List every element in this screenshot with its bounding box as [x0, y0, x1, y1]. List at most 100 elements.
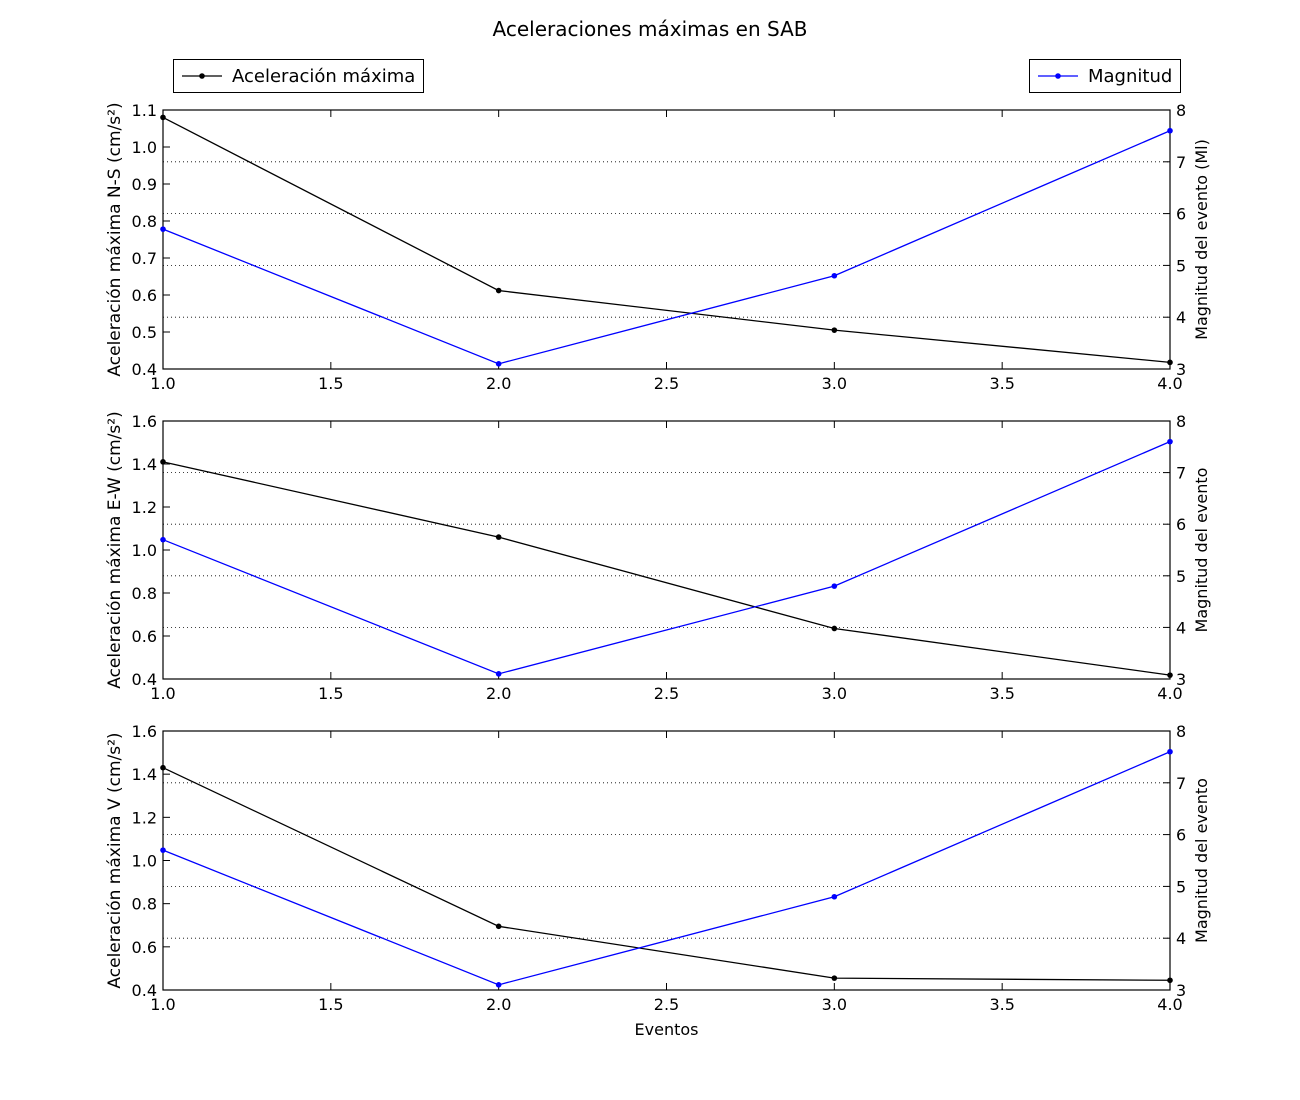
y2-tick-label-p3-3: 6: [1176, 826, 1186, 845]
y-tick-label-p3-0: 0.4: [132, 981, 157, 1000]
data-point-acceleration-p3-1: [495, 923, 502, 930]
y2-axis-label-p2: Magnitud del evento: [1192, 468, 1211, 633]
y2-tick-label-p1-5: 8: [1176, 101, 1186, 120]
y2-tick-label-p2-5: 8: [1176, 412, 1186, 431]
data-point-magnitude-p1-1: [495, 361, 502, 367]
x-tick-label-p1-1: 1.5: [318, 374, 343, 393]
y-tick-label-p3-6: 1.6: [132, 722, 157, 741]
legend-acceleration-label: Aceleración máxima: [232, 65, 416, 87]
data-point-magnitude-p3-3: [1167, 748, 1173, 755]
y-tick-label-p1-3: 0.7: [132, 249, 157, 268]
y-tick-label-p3-5: 1.4: [132, 765, 157, 784]
y-tick-label-p1-6: 1.0: [132, 138, 157, 157]
y2-tick-label-p3-5: 8: [1176, 722, 1186, 741]
x-tick-label-p2-1: 1.5: [318, 684, 343, 703]
y2-tick-label-p3-2: 5: [1176, 877, 1186, 896]
y2-tick-label-p2-4: 7: [1176, 464, 1186, 483]
y2-tick-label-p3-4: 7: [1176, 774, 1186, 793]
y-tick-label-p1-5: 0.9: [132, 175, 157, 194]
series-line-magnitude-p2: [162, 441, 1171, 675]
x-tick-label-p3-3: 2.5: [654, 995, 679, 1014]
x-axis-label-p3: Eventos: [635, 1020, 699, 1039]
y2-tick-label-p3-1: 4: [1176, 929, 1186, 948]
y2-tick-label-p3-0: 3: [1176, 981, 1186, 1000]
y-tick-label-p1-1: 0.5: [132, 323, 157, 342]
y-tick-label-p1-7: 1.1: [132, 101, 157, 120]
data-point-magnitude-p3-2: [831, 893, 838, 900]
data-point-acceleration-p2-3: [1167, 672, 1173, 678]
y2-tick-label-p1-4: 7: [1176, 153, 1186, 172]
data-point-acceleration-p3-0: [160, 764, 166, 771]
y-tick-label-p3-1: 0.6: [132, 938, 157, 957]
series-line-magnitude-p1: [162, 130, 1171, 365]
y2-tick-label-p1-2: 5: [1176, 256, 1186, 275]
y2-tick-label-p2-2: 5: [1176, 567, 1186, 586]
plot-frame-p1: [162, 109, 1171, 370]
data-point-magnitude-p1-0: [160, 226, 166, 232]
y-tick-label-p2-0: 0.4: [132, 670, 157, 689]
y-tick-label-p3-3: 1.0: [132, 852, 157, 871]
data-point-magnitude-p1-2: [831, 272, 838, 279]
y-tick-label-p3-2: 0.8: [132, 895, 157, 914]
y2-tick-label-p2-0: 3: [1176, 670, 1186, 689]
x-tick-label-p2-3: 2.5: [654, 684, 679, 703]
legend-acceleration: Aceleración máxima: [173, 59, 425, 93]
y-tick-label-p2-1: 0.6: [132, 627, 157, 646]
data-point-acceleration-p2-0: [160, 459, 166, 465]
x-tick-label-p3-2: 2.0: [486, 995, 511, 1014]
x-tick-label-p1-6: 4.0: [1157, 374, 1182, 393]
x-tick-label-p1-3: 2.5: [654, 374, 679, 393]
data-point-magnitude-p1-3: [1167, 127, 1173, 134]
data-point-acceleration-p1-0: [160, 114, 166, 121]
x-tick-label-p2-0: 1.0: [150, 684, 175, 703]
y-axis-label-p3: Aceleración máxima V (cm/s²): [105, 732, 125, 988]
series-line-magnitude-p3: [162, 751, 1171, 986]
y2-tick-label-p2-3: 6: [1176, 515, 1186, 534]
legend-magnitude: Magnitud: [1029, 59, 1182, 93]
series-line-acceleration-p2: [162, 461, 1171, 676]
data-point-magnitude-p2-3: [1167, 438, 1173, 445]
y-axis-label-p1: Aceleración máxima N-S (cm/s²): [105, 102, 125, 376]
data-point-acceleration-p3-2: [831, 975, 838, 981]
plot-frame-p3: [162, 730, 1171, 991]
x-tick-label-p3-5: 3.5: [989, 995, 1014, 1014]
y-tick-label-p3-4: 1.2: [132, 808, 157, 827]
legend-acceleration-swatch: [182, 73, 222, 79]
data-point-acceleration-p1-1: [495, 287, 502, 294]
y2-tick-label-p1-0: 3: [1176, 360, 1186, 379]
figure-title: Aceleraciones máximas en SAB: [492, 17, 808, 41]
x-tick-label-p3-1: 1.5: [318, 995, 343, 1014]
x-tick-label-p1-0: 1.0: [150, 374, 175, 393]
y-tick-label-p2-2: 0.8: [132, 584, 157, 603]
x-tick-label-p1-4: 3.0: [822, 374, 847, 393]
x-tick-label-p3-0: 1.0: [150, 995, 175, 1014]
data-point-acceleration-p1-3: [1167, 359, 1173, 366]
y-tick-label-p1-2: 0.6: [132, 286, 157, 305]
x-tick-label-p2-2: 2.0: [486, 684, 511, 703]
x-tick-label-p2-6: 4.0: [1157, 684, 1182, 703]
y-tick-label-p2-3: 1.0: [132, 541, 157, 560]
y-tick-label-p2-6: 1.6: [132, 412, 157, 431]
legend-magnitude-label: Magnitud: [1088, 65, 1173, 87]
y2-axis-label-p3: Magnitud del evento: [1192, 778, 1211, 943]
series-line-acceleration-p3: [162, 767, 1171, 981]
x-tick-label-p3-4: 3.0: [822, 995, 847, 1014]
data-point-magnitude-p3-1: [495, 982, 502, 988]
x-tick-label-p3-6: 4.0: [1157, 995, 1182, 1014]
x-tick-label-p1-5: 3.5: [989, 374, 1014, 393]
y-tick-label-p1-4: 0.8: [132, 212, 157, 231]
data-point-magnitude-p2-1: [495, 671, 502, 677]
y2-tick-label-p1-1: 4: [1176, 308, 1186, 327]
x-tick-label-p2-4: 3.0: [822, 684, 847, 703]
data-point-magnitude-p3-0: [160, 847, 166, 853]
y2-axis-label-p1: Magnitud del evento (Ml): [1192, 139, 1211, 340]
legend-magnitude-swatch: [1038, 73, 1078, 79]
x-tick-label-p2-5: 3.5: [989, 684, 1014, 703]
y-axis-label-p2: Aceleración máxima E-W (cm/s²): [105, 411, 125, 689]
data-point-acceleration-p2-2: [831, 625, 838, 632]
series-line-acceleration-p1: [162, 116, 1171, 363]
y-tick-label-p2-5: 1.4: [132, 455, 157, 474]
data-point-acceleration-p1-2: [831, 327, 838, 333]
